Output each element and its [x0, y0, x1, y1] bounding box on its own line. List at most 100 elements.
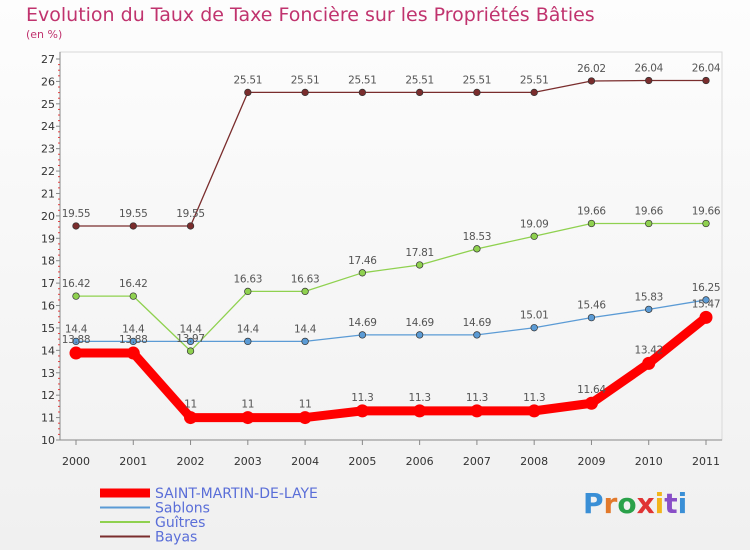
y-tick-label: 27	[41, 53, 55, 66]
data-label: 11	[241, 399, 254, 411]
data-label: 14.4	[237, 323, 260, 335]
data-point	[184, 411, 198, 425]
data-point	[129, 337, 137, 346]
logo-letter: o	[617, 487, 637, 520]
data-label: 14.69	[405, 317, 434, 329]
data-point	[186, 347, 195, 355]
data-label: 25.51	[463, 74, 492, 86]
data-label: 14.4	[294, 323, 317, 335]
y-tick-label: 11	[41, 412, 55, 425]
logo-letter: P	[583, 487, 604, 520]
data-point	[129, 292, 137, 300]
chart-unit-label: (en %)	[26, 28, 63, 41]
legend-label: Bayas	[155, 530, 197, 546]
data-label: 15.01	[520, 310, 549, 322]
y-tick-label: 25	[41, 98, 55, 111]
x-tick-label: 2011	[692, 455, 720, 468]
data-point	[415, 261, 424, 269]
data-point	[244, 287, 252, 296]
legend-label: SAINT-MARTIN-DE-LAYE	[155, 486, 318, 502]
data-point	[470, 404, 484, 418]
y-tick-label: 23	[41, 143, 55, 156]
y-tick-label: 13	[41, 367, 55, 380]
data-point	[584, 396, 598, 410]
data-point	[587, 219, 596, 228]
data-label: 26.04	[692, 63, 721, 75]
data-point	[702, 296, 710, 304]
data-point	[415, 88, 424, 97]
y-tick-label: 24	[41, 120, 55, 133]
data-label: 14.4	[179, 323, 202, 335]
data-label: 25.51	[234, 74, 263, 86]
data-label: 16.42	[119, 278, 148, 290]
data-label: 19.55	[119, 208, 148, 220]
data-point	[301, 88, 309, 97]
series-line-0	[71, 312, 711, 423]
x-tick-label: 2009	[577, 455, 605, 468]
data-label: 11.3	[466, 392, 488, 404]
data-label: 26.04	[634, 63, 663, 75]
data-label: 17.46	[348, 255, 377, 267]
data-label: 11	[184, 399, 197, 411]
data-label: 14.4	[65, 323, 88, 335]
logo-letter: x	[636, 487, 655, 520]
data-label: 18.53	[463, 231, 492, 243]
data-point	[244, 337, 252, 346]
data-label: 25.51	[405, 74, 434, 86]
data-label: 19.66	[692, 206, 721, 218]
y-tick-label: 12	[41, 389, 55, 402]
data-point	[473, 88, 481, 97]
y-tick-label: 20	[41, 210, 55, 223]
data-point	[645, 219, 653, 228]
data-point	[301, 287, 309, 296]
data-point	[355, 404, 369, 418]
data-point	[702, 76, 710, 85]
y-tick-label: 17	[41, 277, 55, 290]
y-tick-label: 15	[41, 322, 55, 335]
data-label: 17.81	[405, 247, 434, 259]
data-point	[72, 222, 80, 230]
data-point	[702, 219, 710, 228]
data-label: 25.51	[520, 74, 549, 86]
series-lines	[71, 79, 711, 423]
proxiti-logo: Proxiti	[583, 487, 687, 520]
data-label: 11	[299, 399, 312, 411]
data-label: 13.42	[634, 344, 663, 356]
data-label: 11.3	[351, 392, 373, 404]
data-label: 16.25	[692, 282, 721, 294]
data-point	[241, 411, 255, 425]
data-label: 16.42	[62, 278, 91, 290]
data-point	[530, 88, 538, 97]
data-point	[473, 245, 481, 253]
data-point	[69, 346, 83, 360]
data-point	[530, 324, 538, 332]
data-point	[699, 310, 713, 324]
data-point	[126, 346, 140, 360]
chart-title: Evolution du Taux de Taxe Foncière sur l…	[26, 4, 595, 26]
x-tick-label: 2000	[62, 455, 90, 468]
series-line-1	[75, 299, 707, 343]
data-label: 11.3	[409, 392, 431, 404]
data-point	[72, 337, 80, 346]
series-line-3	[75, 79, 707, 227]
legend-label: Sablons	[155, 501, 210, 517]
x-tick-label: 2004	[291, 455, 319, 468]
x-tick-label: 2008	[520, 455, 548, 468]
y-tick-label: 14	[41, 344, 55, 357]
data-point	[301, 337, 309, 346]
data-point	[186, 222, 195, 230]
data-label: 25.51	[348, 74, 377, 86]
data-point	[473, 331, 481, 339]
data-label: 11.64	[577, 384, 606, 396]
series-line-2	[75, 222, 707, 352]
data-label: 14.69	[463, 317, 492, 329]
y-tick-label: 16	[41, 300, 55, 313]
data-label: 11.3	[523, 392, 545, 404]
data-point	[527, 404, 541, 418]
data-label: 14.4	[122, 323, 145, 335]
data-point	[587, 313, 596, 322]
data-label: 19.55	[176, 208, 205, 220]
data-label: 19.66	[577, 206, 606, 218]
data-label: 13.97	[176, 333, 205, 345]
data-point	[415, 331, 424, 339]
